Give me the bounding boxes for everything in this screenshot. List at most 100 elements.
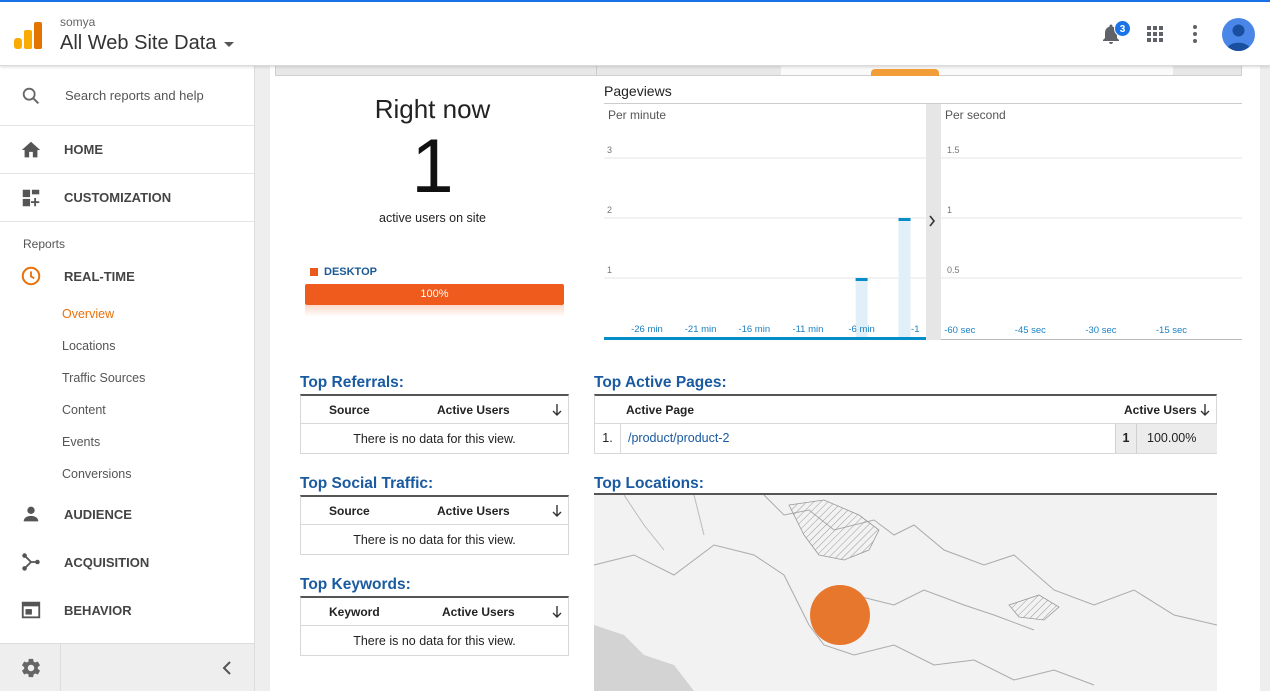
nav-realtime-content[interactable]: Content — [62, 403, 106, 417]
second-y-tick-label: 0.5 — [947, 265, 960, 275]
row-index: 1. — [595, 424, 621, 453]
nav-home[interactable]: HOME — [0, 126, 254, 174]
minute-bar[interactable] — [855, 278, 868, 338]
minute-x-tick-label: -1 — [911, 324, 919, 335]
dashboard-add-icon — [22, 189, 40, 206]
pageviews-title: Pageviews — [604, 83, 672, 99]
top-referrals-title: Top Referrals: — [300, 374, 404, 391]
top-keywords-table: Keyword Active Users There is no data fo… — [300, 596, 569, 656]
notification-badge: 3 — [1114, 20, 1131, 37]
col-active-users[interactable]: Active Users — [437, 503, 510, 518]
right-now-panel: Right now 1 active users on site — [270, 94, 595, 225]
minute-x-tick-label: -26 min — [631, 324, 663, 335]
nav-customization[interactable]: CUSTOMIZATION — [0, 174, 254, 222]
nav-realtime-label: REAL-TIME — [64, 268, 135, 284]
nav-acquisition-label: ACQUISITION — [64, 554, 150, 570]
table-header: Source Active Users — [301, 497, 568, 525]
person-avatar-icon — [1226, 24, 1251, 51]
nav-audience-label: AUDIENCE — [64, 506, 132, 522]
per-second-label: Per second — [945, 108, 1006, 122]
active-users-subtitle: active users on site — [379, 211, 486, 225]
minute-y-tick-label: 2 — [607, 205, 612, 215]
col-keyword[interactable]: Keyword — [329, 604, 380, 619]
minute-bar[interactable] — [898, 218, 911, 338]
row-users: 1 — [1115, 424, 1137, 453]
nav-realtime-overview[interactable]: Overview — [62, 307, 115, 321]
sidebar-footer — [0, 643, 254, 691]
collapse-chevron-left-icon[interactable] — [220, 660, 234, 676]
sort-down-arrow-icon[interactable] — [552, 403, 562, 417]
nav-realtime-traffic-sources[interactable]: Traffic Sources — [62, 371, 146, 385]
second-x-tick-label: -30 sec — [1085, 325, 1116, 336]
nav-realtime-locations[interactable]: Locations — [62, 339, 116, 353]
user-avatar[interactable] — [1222, 18, 1255, 51]
location-bubble[interactable] — [810, 585, 870, 645]
footer-separator — [60, 644, 61, 691]
reports-section-label: Reports — [23, 237, 66, 251]
nav-realtime[interactable]: REAL-TIME — [0, 254, 254, 298]
empty-row: There is no data for this view. — [353, 532, 516, 547]
pageviews-chart[interactable]: Per minute Per second 1 2 3 0.5 1 1.5 -26 mi… — [604, 104, 1242, 342]
nav-realtime-conversions[interactable]: Conversions — [62, 467, 132, 481]
person-icon — [23, 506, 39, 522]
settings-gear-icon[interactable] — [20, 657, 42, 679]
col-source[interactable]: Source — [329, 402, 370, 417]
minute-x-tick-label: -6 min — [848, 324, 874, 335]
locations-map[interactable] — [594, 495, 1217, 691]
second-x-tick-label: -60 sec — [944, 325, 975, 336]
sort-down-arrow-icon[interactable] — [552, 504, 562, 518]
top-social-title: Top Social Traffic: — [300, 475, 434, 492]
search-placeholder: Search reports and help — [65, 88, 204, 103]
nav-behavior[interactable]: BEHAVIOR — [0, 586, 254, 634]
empty-row: There is no data for this view. — [353, 633, 516, 648]
timeline-handle[interactable] — [871, 69, 939, 76]
search-reports[interactable]: Search reports and help — [0, 66, 254, 126]
table-header: Active Page Active Users — [595, 396, 1216, 424]
page-path-link[interactable]: /product/product-2 — [628, 431, 730, 445]
view-selector[interactable]: All Web Site Data — [60, 32, 235, 55]
top-accent-line — [0, 0, 1270, 2]
desktop-swatch — [310, 268, 318, 276]
sidebar: Search reports and help HOME CUSTOMIZATI… — [0, 66, 255, 691]
active-users-count: 1 — [411, 124, 454, 209]
second-x-tick-label: -45 sec — [1015, 325, 1046, 336]
device-share-bar[interactable]: 100% — [305, 284, 564, 305]
chevron-right-icon[interactable] — [929, 215, 936, 227]
analytics-logo-icon[interactable] — [14, 22, 42, 50]
device-label: DESKTOP — [324, 266, 377, 278]
apps-grid-icon[interactable] — [1143, 22, 1167, 46]
nav-acquisition[interactable]: ACQUISITION — [0, 538, 254, 586]
clock-icon — [21, 266, 41, 286]
col-active-users[interactable]: Active Users — [1124, 402, 1197, 417]
col-active-page[interactable]: Active Page — [626, 402, 695, 417]
second-y-tick-label: 1.5 — [947, 145, 960, 155]
sort-down-arrow-icon[interactable] — [1200, 403, 1210, 417]
row-percent: 100.00% — [1147, 431, 1197, 445]
table-header: Source Active Users — [301, 396, 568, 424]
strip-highlight — [781, 66, 1173, 75]
nav-customization-label: CUSTOMIZATION — [64, 190, 172, 205]
right-now-title: Right now — [374, 94, 491, 124]
per-second-baseline — [941, 339, 1242, 340]
browser-window-icon — [21, 601, 41, 619]
table-header: Keyword Active Users — [301, 598, 568, 626]
strip-divider — [596, 66, 597, 75]
more-vert-icon[interactable] — [1183, 22, 1207, 46]
device-legend: DESKTOP — [310, 266, 377, 278]
india-map — [594, 495, 1217, 691]
nav-behavior-label: BEHAVIOR — [64, 602, 132, 618]
timeline-strip[interactable] — [275, 66, 1242, 76]
view-selector-label: All Web Site Data — [60, 32, 217, 54]
col-active-users[interactable]: Active Users — [442, 604, 515, 619]
acquisition-merge-icon — [22, 553, 40, 571]
empty-row: There is no data for this view. — [353, 431, 516, 446]
col-source[interactable]: Source — [329, 503, 370, 518]
second-x-tick-label: -15 sec — [1156, 325, 1187, 336]
col-active-users[interactable]: Active Users — [437, 402, 510, 417]
sort-down-arrow-icon[interactable] — [552, 605, 562, 619]
nav-realtime-events[interactable]: Events — [62, 435, 101, 449]
device-bar-reflection — [305, 305, 564, 317]
caret-down-icon — [224, 42, 235, 47]
pageviews-divider — [604, 103, 1242, 104]
nav-audience[interactable]: AUDIENCE — [0, 490, 254, 538]
